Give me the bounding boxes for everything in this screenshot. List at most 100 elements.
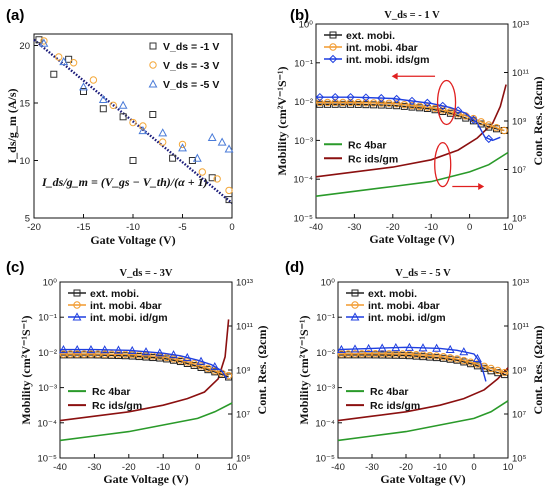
legend-marker xyxy=(351,301,359,309)
data-point xyxy=(213,175,221,183)
y-tick-label: 10⁻¹ xyxy=(38,313,57,324)
legend-marker xyxy=(73,289,81,297)
legend-marker xyxy=(350,312,360,321)
panel-label: (b) xyxy=(290,7,309,24)
data-point xyxy=(79,82,88,91)
y-axis-title: Mobility (cm²V⁻¹S⁻¹) xyxy=(19,315,33,424)
y-tick-label: 10⁻⁴ xyxy=(293,175,313,186)
intgm-mobility-marker xyxy=(58,344,68,354)
legend-label: int. mobi. 4bar xyxy=(368,300,440,312)
intgm-mobility-marker xyxy=(210,362,220,371)
int4-mobility-marker xyxy=(211,367,219,375)
y2-tick-label: 10⁹ xyxy=(512,117,527,128)
legend-marker xyxy=(149,61,157,69)
panel-d: (d) V_ds = - 5 V -40 -30 -20 -10 0 10 10⁻⁵ 10⁻⁴ 10… xyxy=(285,259,545,486)
data-point xyxy=(99,105,107,113)
data-point xyxy=(65,55,73,63)
int4-mobility-marker xyxy=(354,98,362,107)
y-tick-label: 10⁻³ xyxy=(294,136,313,147)
data-point xyxy=(69,59,78,67)
x-tick-label: 0 xyxy=(229,222,234,233)
rc-4bar-line xyxy=(59,402,233,442)
y2-tick-label: 10¹³ xyxy=(236,278,253,289)
intgm-mobility-marker xyxy=(127,345,137,355)
legend-marker xyxy=(148,79,158,88)
y2-tick-label: 10¹¹ xyxy=(512,322,529,333)
intgm-mobility-marker xyxy=(155,348,165,357)
int4-mobility-marker xyxy=(485,121,493,129)
data-point xyxy=(192,153,202,162)
panel-c: (c) V_ds = - 3V -40 -30 -20 -10 0 10 10⁻⁵ 10⁻⁴ 10⁻… xyxy=(6,259,269,486)
intgm-mobility-marker xyxy=(336,344,346,353)
data-point xyxy=(225,186,233,195)
y-tick-label: 10⁰ xyxy=(299,20,314,31)
x-axis-title: Gate Voltage (V) xyxy=(103,472,188,486)
intgm-mobility-marker xyxy=(407,96,417,106)
panel-label: (d) xyxy=(285,259,304,276)
y-tick-label: 10⁻⁴ xyxy=(315,418,335,429)
intgm-mobility-marker xyxy=(100,345,110,354)
legend-label: V_ds = -3 V xyxy=(163,60,219,72)
data-point xyxy=(129,157,137,164)
intgm-mobility-marker xyxy=(350,344,360,353)
panels: (a) -20 -15 -10 -5 0 5 10 15 20 Gate Voltage (V) I_… xyxy=(5,7,545,486)
y2-tick-label: 10⁷ xyxy=(512,410,527,421)
int4-mobility-marker xyxy=(415,102,424,111)
rc-idsgm-line xyxy=(59,319,230,422)
legend-label: ext. mobi. xyxy=(90,288,139,300)
intgm-mobility-marker xyxy=(364,343,374,353)
legend-label: ext. mobi. xyxy=(346,30,395,42)
legend-label: Rc ids/gm xyxy=(348,153,398,165)
intgm-mobility-marker xyxy=(86,344,96,354)
data-point xyxy=(169,154,177,162)
data-point xyxy=(80,88,87,95)
intgm-mobility-marker xyxy=(469,115,478,125)
intgm-mobility-marker xyxy=(459,347,469,356)
x-tick-label: -10 xyxy=(424,222,438,233)
panel-title: V_ds = - 3V xyxy=(120,268,173,279)
x-tick-label: -20 xyxy=(386,222,400,233)
int4-mobility-marker xyxy=(492,124,501,132)
y-axis-title: Mobility (cm²V⁻¹S⁻¹) xyxy=(275,66,289,175)
rc-idsgm-line xyxy=(315,84,507,178)
legend-marker xyxy=(149,42,157,50)
int4-mobility-marker xyxy=(439,106,447,114)
rc-4bar-line xyxy=(337,400,509,442)
x-axis-title: Gate Voltage (V) xyxy=(380,472,465,486)
intgm-mobility-marker xyxy=(423,98,432,108)
y2-tick-label: 10¹¹ xyxy=(512,68,529,79)
y-axis-title: Mobility (cm²V⁻¹S⁻¹) xyxy=(297,315,311,424)
intgm-mobility-marker xyxy=(169,350,178,359)
int4-mobility-marker xyxy=(362,99,370,107)
legend-label: Rc 4bar xyxy=(370,386,409,398)
x-tick-label: -40 xyxy=(331,462,345,473)
int4-mobility-marker xyxy=(439,353,448,361)
legend-marker xyxy=(329,43,337,51)
data-point xyxy=(119,113,127,121)
x-tick-label: 0 xyxy=(471,462,476,473)
y-tick-label: 10⁻³ xyxy=(316,383,335,394)
data-point xyxy=(129,118,137,127)
intgm-mobility-marker xyxy=(72,344,82,354)
data-point xyxy=(109,101,117,110)
y2-axis-title: Cont. Res. (Ωcm) xyxy=(531,77,545,166)
int4-mobility-marker xyxy=(204,364,212,373)
intgm-mobility-marker xyxy=(346,92,355,102)
data-point xyxy=(225,196,233,204)
x-tick-label: 10 xyxy=(227,462,238,473)
y-tick-label: 20 xyxy=(19,41,30,52)
intgm-mobility-marker xyxy=(438,101,447,111)
intgm-mobility-marker xyxy=(445,344,455,354)
int4-mobility-marker xyxy=(183,358,191,366)
data-point xyxy=(178,140,187,149)
x-tick-label: -40 xyxy=(53,462,67,473)
y-tick-label: 15 xyxy=(19,99,30,110)
rc-4bar-line xyxy=(315,151,509,197)
data-point xyxy=(50,70,58,78)
data-point xyxy=(207,132,217,141)
int4-mobility-marker xyxy=(385,99,393,107)
int4-mobility-marker xyxy=(460,356,468,365)
legend-label: Rc ids/gm xyxy=(370,400,420,412)
data-point xyxy=(59,56,69,66)
